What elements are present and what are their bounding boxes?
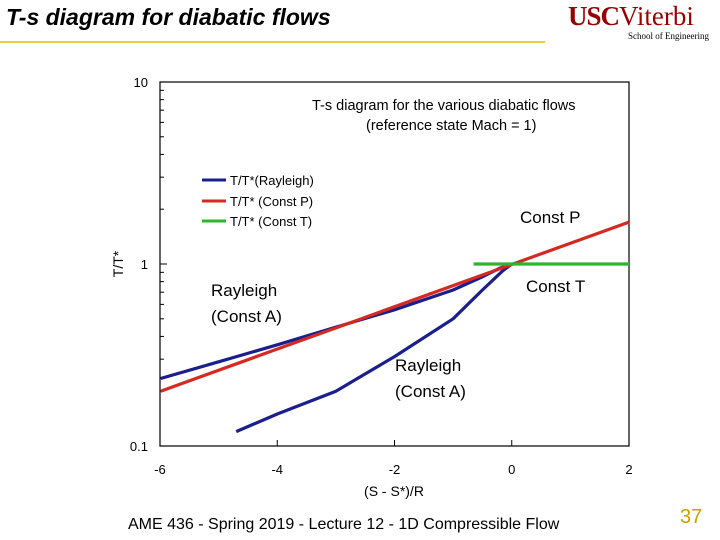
x-axis-label: (S - S*)/R (364, 483, 424, 499)
logo-viterbi: Viterbi (619, 1, 694, 31)
y-tick-label: 0.1 (130, 439, 148, 454)
x-tick-label: 0 (508, 462, 515, 477)
x-tick-label: 2 (625, 462, 632, 477)
y-axis-label: T/T* (110, 250, 126, 277)
chart-subtitle: (reference state Mach = 1) (366, 118, 536, 134)
annotation-const-p: Const P (520, 208, 580, 227)
logo-usc: USC (568, 1, 620, 31)
y-axis-ticks: 0.1 1 10 (130, 75, 167, 454)
x-tick-label: -2 (389, 462, 401, 477)
title-underline (0, 41, 545, 43)
annotation-rayleigh-upper-line1: Rayleigh (211, 281, 277, 300)
annotation-rayleigh-upper-line2: (Const A) (211, 307, 282, 326)
x-axis-ticks: -6 -4 -2 0 2 (154, 440, 633, 477)
chart-title: T-s diagram for the various diabatic flo… (312, 98, 576, 114)
x-tick-label: -4 (271, 462, 283, 477)
x-tick-label: -6 (154, 462, 166, 477)
legend: T/T*(Rayleigh) T/T* (Const P) T/T* (Cons… (202, 173, 314, 229)
page-number: 37 (680, 506, 703, 528)
series-layer (160, 220, 630, 434)
y-tick-label: 10 (134, 75, 148, 90)
logo-wordmark: USCViterbi (568, 2, 694, 30)
usc-viterbi-logo: USCViterbi School of Engineering (568, 2, 714, 44)
slide-footer: AME 436 - Spring 2019 - Lecture 12 - 1D … (128, 516, 560, 533)
annotation-const-t: Const T (526, 277, 585, 296)
legend-label-rayleigh: T/T*(Rayleigh) (230, 173, 314, 188)
logo-subtitle: School of Engineering (628, 31, 709, 41)
slide-title: T-s diagram for diabatic flows (6, 4, 331, 30)
legend-label-const-t: T/T* (Const T) (230, 214, 312, 229)
annotation-rayleigh-lower-line1: Rayleigh (395, 356, 461, 375)
y-tick-label: 1 (141, 257, 148, 272)
series-line-t-t-const-p (160, 220, 630, 393)
legend-label-const-p: T/T* (Const P) (230, 194, 313, 209)
annotation-rayleigh-lower-line2: (Const A) (395, 382, 466, 401)
